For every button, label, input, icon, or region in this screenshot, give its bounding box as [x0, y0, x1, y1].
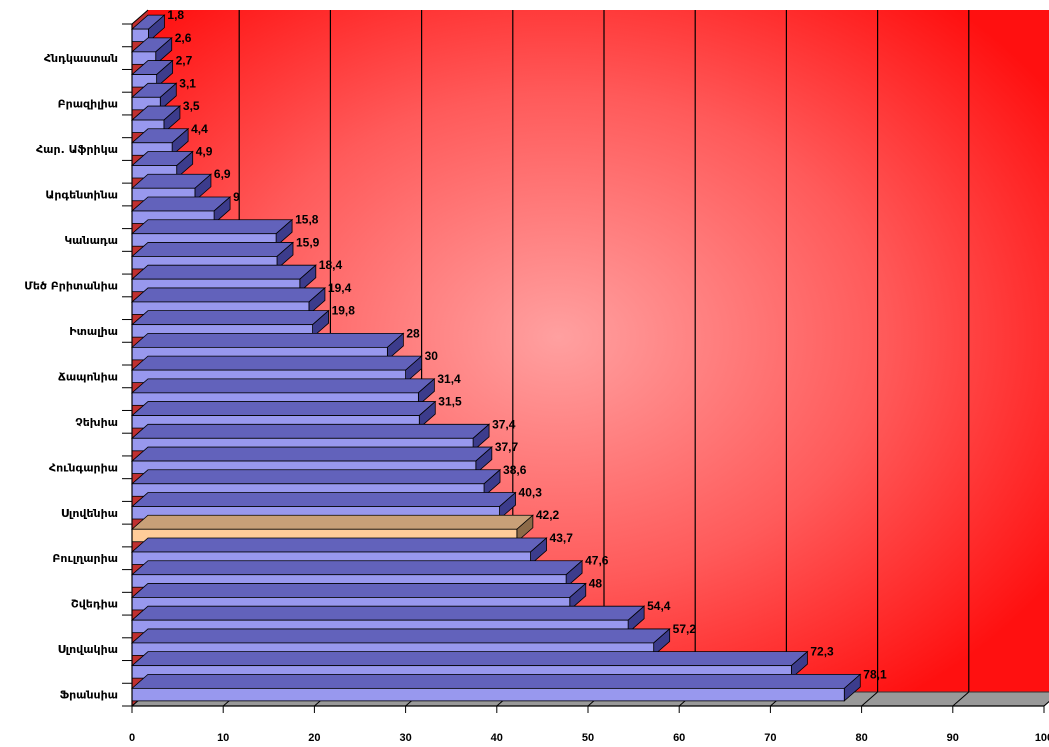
bar [132, 688, 844, 701]
category-label: Բրազիլիա [58, 98, 118, 111]
x-tick-label: 60 [673, 732, 685, 744]
value-label: 4,4 [191, 122, 208, 136]
category-label: Արգենտինա [45, 189, 118, 202]
bar-top [132, 333, 403, 347]
value-label: 37,4 [492, 417, 516, 431]
bar-top [132, 356, 422, 370]
bar-top [132, 220, 292, 234]
value-label: 54,4 [647, 599, 671, 613]
bar-top [132, 447, 492, 461]
value-label: 1,8 [167, 8, 184, 22]
value-label: 2,6 [175, 31, 192, 45]
value-label: 30 [425, 349, 439, 363]
value-label: 40,3 [519, 486, 543, 500]
category-label: Իտալիա [69, 325, 118, 338]
x-tick-label: 100 [1035, 732, 1049, 744]
bar-top [132, 402, 435, 416]
bar-top [132, 311, 329, 325]
bar-top [132, 561, 582, 575]
x-tick-label: 80 [855, 732, 867, 744]
value-label: 2,7 [176, 54, 193, 68]
value-label: 43,7 [550, 531, 574, 545]
value-label: 3,1 [179, 76, 196, 90]
bar-top [132, 515, 533, 529]
bar-top [132, 493, 516, 507]
bar-top [132, 606, 644, 620]
value-label: 42,2 [536, 508, 560, 522]
bar-top [132, 583, 586, 597]
value-label: 47,6 [585, 554, 609, 568]
bar-top [132, 379, 434, 393]
category-label: Բուլղարիա [52, 552, 118, 565]
bar-top [132, 265, 316, 279]
category-label: Ֆրանսիա [60, 689, 118, 702]
value-label: 6,9 [214, 167, 231, 181]
value-label: 18,4 [319, 258, 343, 272]
category-label: Հնդկաստան [44, 52, 118, 65]
x-tick-label: 20 [308, 732, 320, 744]
bar-top [132, 629, 670, 643]
x-tick-label: 30 [399, 732, 411, 744]
bar-top [132, 470, 500, 484]
category-label: Շվեդիա [71, 598, 118, 611]
category-label: Կանադա [64, 234, 118, 247]
bar-top [132, 197, 230, 211]
bar-top [132, 288, 325, 302]
category-label: Չեխիա [75, 416, 118, 429]
x-tick-label: 40 [491, 732, 503, 744]
value-label: 72,3 [810, 645, 834, 659]
x-tick-label: 90 [947, 732, 959, 744]
category-label: Մեծ Բրիտանիա [24, 279, 118, 292]
value-label: 3,5 [183, 99, 200, 113]
value-label: 4,9 [196, 145, 213, 159]
bar-top [132, 652, 807, 666]
value-label: 19,8 [332, 304, 356, 318]
value-label: 31,5 [438, 395, 462, 409]
value-label: 48 [589, 576, 603, 590]
bar-top [132, 424, 489, 438]
category-label: Հունգարիա [49, 461, 118, 474]
x-tick-label: 0 [129, 732, 135, 744]
category-label: Ճապոնիա [58, 370, 118, 383]
value-label: 15,9 [296, 235, 320, 249]
bar-top [132, 242, 293, 256]
value-label: 57,2 [673, 622, 697, 636]
value-label: 31,4 [437, 372, 461, 386]
category-label: Սլովակիա [58, 643, 118, 656]
value-label: 9 [233, 190, 240, 204]
bar-top [132, 674, 860, 688]
value-label: 19,4 [328, 281, 352, 295]
value-label: 78,1 [863, 667, 887, 681]
category-label: Հար. Աֆրիկա [36, 143, 118, 156]
value-label: 15,8 [295, 213, 319, 227]
x-tick-label: 70 [764, 732, 776, 744]
category-label: Սլովենիա [61, 507, 118, 520]
value-label: 28 [406, 326, 420, 340]
value-label: 37,7 [495, 440, 519, 454]
value-label: 38,6 [503, 463, 527, 477]
x-tick-label: 10 [217, 732, 229, 744]
x-tick-label: 50 [582, 732, 594, 744]
bar-top [132, 538, 547, 552]
